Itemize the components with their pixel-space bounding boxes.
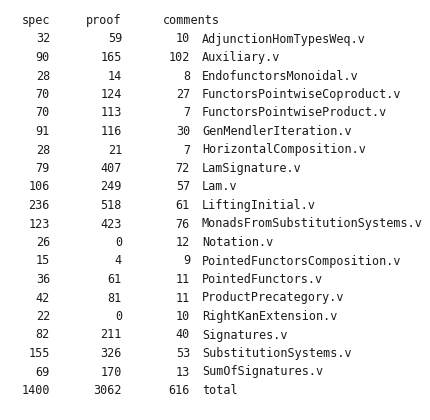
Text: 91: 91 [36, 125, 50, 138]
Text: 170: 170 [100, 365, 122, 378]
Text: MonadsFromSubstitutionSystems.v: MonadsFromSubstitutionSystems.v [202, 218, 422, 231]
Text: AdjunctionHomTypesWeq.v: AdjunctionHomTypesWeq.v [202, 32, 365, 45]
Text: 10: 10 [175, 310, 190, 323]
Text: 407: 407 [100, 162, 122, 175]
Text: 423: 423 [100, 218, 122, 231]
Text: 249: 249 [100, 181, 122, 194]
Text: 7: 7 [182, 107, 190, 120]
Text: 61: 61 [108, 273, 122, 286]
Text: 53: 53 [175, 347, 190, 360]
Text: 32: 32 [36, 32, 50, 45]
Text: 326: 326 [100, 347, 122, 360]
Text: 12: 12 [175, 236, 190, 249]
Text: FunctorsPointwiseProduct.v: FunctorsPointwiseProduct.v [202, 107, 386, 120]
Text: 76: 76 [175, 218, 190, 231]
Text: 79: 79 [36, 162, 50, 175]
Text: 616: 616 [168, 384, 190, 397]
Text: 61: 61 [175, 199, 190, 212]
Text: 9: 9 [182, 255, 190, 268]
Text: 59: 59 [108, 32, 122, 45]
Text: 69: 69 [36, 365, 50, 378]
Text: 22: 22 [36, 310, 50, 323]
Text: 7: 7 [182, 144, 190, 157]
Text: 124: 124 [100, 88, 122, 101]
Text: LamSignature.v: LamSignature.v [202, 162, 301, 175]
Text: FunctorsPointwiseCoproduct.v: FunctorsPointwiseCoproduct.v [202, 88, 401, 101]
Text: 123: 123 [28, 218, 50, 231]
Text: 0: 0 [115, 236, 122, 249]
Text: Auxiliary.v: Auxiliary.v [202, 51, 280, 64]
Text: 70: 70 [36, 88, 50, 101]
Text: 113: 113 [100, 107, 122, 120]
Text: 70: 70 [36, 107, 50, 120]
Text: PointedFunctors.v: PointedFunctors.v [202, 273, 322, 286]
Text: 42: 42 [36, 291, 50, 304]
Text: 14: 14 [108, 69, 122, 82]
Text: proof: proof [86, 14, 122, 27]
Text: 116: 116 [100, 125, 122, 138]
Text: GenMendlerIteration.v: GenMendlerIteration.v [202, 125, 351, 138]
Text: 82: 82 [36, 328, 50, 341]
Text: 13: 13 [175, 365, 190, 378]
Text: 28: 28 [36, 144, 50, 157]
Text: LiftingInitial.v: LiftingInitial.v [202, 199, 315, 212]
Text: PointedFunctorsComposition.v: PointedFunctorsComposition.v [202, 255, 401, 268]
Text: 236: 236 [28, 199, 50, 212]
Text: 106: 106 [28, 181, 50, 194]
Text: 81: 81 [108, 291, 122, 304]
Text: SumOfSignatures.v: SumOfSignatures.v [202, 365, 322, 378]
Text: 90: 90 [36, 51, 50, 64]
Text: RightKanExtension.v: RightKanExtension.v [202, 310, 337, 323]
Text: 518: 518 [100, 199, 122, 212]
Text: HorizontalComposition.v: HorizontalComposition.v [202, 144, 365, 157]
Text: Lam.v: Lam.v [202, 181, 237, 194]
Text: 4: 4 [115, 255, 122, 268]
Text: 211: 211 [100, 328, 122, 341]
Text: 40: 40 [175, 328, 190, 341]
Text: 1400: 1400 [22, 384, 50, 397]
Text: 21: 21 [108, 144, 122, 157]
Text: 3062: 3062 [93, 384, 122, 397]
Text: 72: 72 [175, 162, 190, 175]
Text: 165: 165 [100, 51, 122, 64]
Text: comments: comments [163, 14, 219, 27]
Text: 15: 15 [36, 255, 50, 268]
Text: 155: 155 [28, 347, 50, 360]
Text: 11: 11 [175, 291, 190, 304]
Text: 30: 30 [175, 125, 190, 138]
Text: 0: 0 [115, 310, 122, 323]
Text: 8: 8 [182, 69, 190, 82]
Text: 57: 57 [175, 181, 190, 194]
Text: spec: spec [22, 14, 50, 27]
Text: SubstitutionSystems.v: SubstitutionSystems.v [202, 347, 351, 360]
Text: 28: 28 [36, 69, 50, 82]
Text: 36: 36 [36, 273, 50, 286]
Text: 27: 27 [175, 88, 190, 101]
Text: 10: 10 [175, 32, 190, 45]
Text: 26: 26 [36, 236, 50, 249]
Text: Signatures.v: Signatures.v [202, 328, 287, 341]
Text: ProductPrecategory.v: ProductPrecategory.v [202, 291, 344, 304]
Text: EndofunctorsMonoidal.v: EndofunctorsMonoidal.v [202, 69, 358, 82]
Text: 11: 11 [175, 273, 190, 286]
Text: 102: 102 [168, 51, 190, 64]
Text: total: total [202, 384, 237, 397]
Text: Notation.v: Notation.v [202, 236, 273, 249]
